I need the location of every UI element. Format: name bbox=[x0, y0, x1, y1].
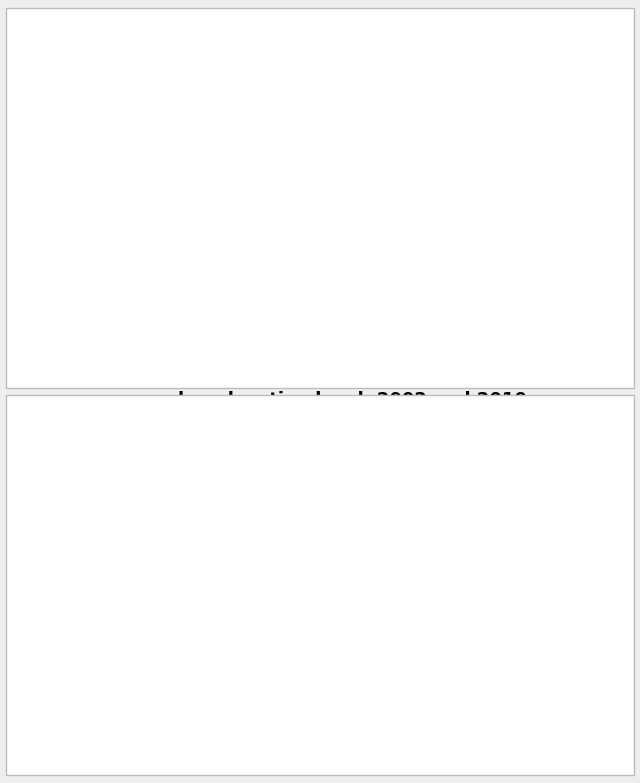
Y-axis label: P
e
r

c
e
n
t: P e r c e n t bbox=[47, 134, 58, 246]
Bar bbox=[129, 669, 160, 713]
Bar bbox=[328, 96, 376, 341]
Bar bbox=[426, 77, 474, 341]
Bar bbox=[544, 434, 575, 713]
Bar bbox=[225, 604, 256, 713]
Y-axis label: P
e
r

c
e
n
t: P e r c e n t bbox=[47, 510, 58, 622]
Legend: 2002, 2010: 2002, 2010 bbox=[518, 508, 595, 557]
Title: Computer ownership
by education level, 2002 and 2010: Computer ownership by education level, 2… bbox=[177, 370, 527, 409]
Bar bbox=[132, 130, 180, 341]
Bar bbox=[448, 448, 479, 713]
Bar bbox=[256, 518, 287, 713]
Title: Computer ownership, 2002-10: Computer ownership, 2002-10 bbox=[186, 10, 518, 29]
Bar bbox=[160, 589, 191, 713]
X-axis label: Level of education: Level of education bbox=[266, 762, 438, 780]
Bar bbox=[230, 110, 278, 341]
Bar bbox=[417, 507, 448, 713]
Bar bbox=[513, 486, 544, 713]
Bar bbox=[321, 551, 352, 713]
Bar bbox=[352, 463, 383, 713]
Bar bbox=[524, 58, 572, 341]
X-axis label: Year: Year bbox=[332, 374, 372, 392]
